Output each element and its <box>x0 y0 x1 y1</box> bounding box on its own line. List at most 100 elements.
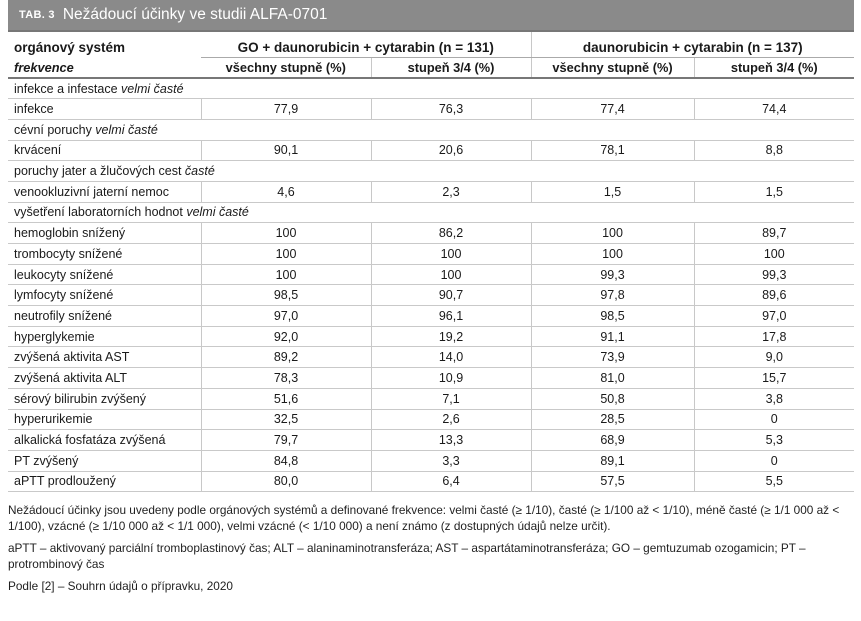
adverse-event-name: krvácení <box>8 140 201 162</box>
adverse-event-name: hyperurikemie <box>8 409 201 431</box>
control-grade34-value: 8,8 <box>693 140 855 162</box>
adverse-event-name: zvýšená aktivita AST <box>8 346 201 369</box>
control-grade34-value: 89,6 <box>693 284 855 307</box>
control-grade34-value: 89,7 <box>693 222 855 244</box>
table-row: lymfocyty snížené 98,5 90,7 97,8 89,6 <box>8 284 855 307</box>
go-grade34-value: 14,0 <box>370 346 532 369</box>
adverse-event-name: PT zvýšený <box>8 450 201 472</box>
go-all-grades-value: 84,8 <box>200 450 371 472</box>
control-all-grades-value: 89,1 <box>530 450 695 472</box>
category-frequency: velmi časté <box>95 122 158 137</box>
go-grade34-value: 76,3 <box>370 98 532 120</box>
adverse-event-name: lymfocyty snížené <box>8 284 201 307</box>
header-group-control: daunorubicin + cytarabin (n = 137) <box>530 30 855 58</box>
control-grade34-value: 1,5 <box>693 181 855 203</box>
category-row: cévní poruchy velmi časté <box>8 119 855 141</box>
go-grade34-value: 3,3 <box>370 450 532 472</box>
go-all-grades-value: 79,7 <box>200 429 371 451</box>
control-grade34-value: 0 <box>693 450 855 472</box>
table-title: Nežádoucí účinky ve studii ALFA-0701 <box>62 6 328 23</box>
category-frequency: velmi časté <box>186 205 249 220</box>
adverse-events-table: orgánový systém GO + daunorubicin + cyta… <box>8 30 855 493</box>
control-grade34-value: 97,0 <box>693 305 855 327</box>
go-all-grades-value: 4,6 <box>200 181 371 203</box>
header-group-go: GO + daunorubicin + cytarabin (n = 131) <box>201 30 532 58</box>
go-all-grades-value: 89,2 <box>200 346 371 369</box>
table-row: trombocyty snížené 100 100 100 100 <box>8 243 855 265</box>
go-grade34-value: 7,1 <box>370 388 532 410</box>
control-grade34-value: 15,7 <box>693 367 855 389</box>
control-all-grades-value: 1,5 <box>530 181 695 203</box>
table-row: PT zvýšený 84,8 3,3 89,1 0 <box>8 450 855 472</box>
category-cell: vyšetření laboratorních hodnot velmi čas… <box>8 202 855 224</box>
adverse-event-name: aPTT prodloužený <box>8 471 201 493</box>
go-grade34-value: 2,6 <box>370 409 532 431</box>
category-cell: poruchy jater a žlučových cest časté <box>8 160 855 182</box>
category-row: infekce a infestace velmi časté <box>8 78 855 100</box>
adverse-event-name: alkalická fosfatáza zvýšená <box>8 429 201 451</box>
go-grade34-value: 86,2 <box>370 222 532 244</box>
adverse-event-name: sérový bilirubin zvýšený <box>8 388 201 410</box>
header-control-grade34: stupeň 3/4 (%) <box>693 57 855 79</box>
category-name: infekce a infestace <box>14 81 122 96</box>
control-all-grades-value: 77,4 <box>530 98 695 120</box>
control-grade34-value: 99,3 <box>693 264 855 286</box>
adverse-event-name: venookluzivní jaterní nemoc <box>8 181 201 203</box>
table-row: hemoglobin snížený 100 86,2 100 89,7 <box>8 222 855 244</box>
header-organ-system: orgánový systém <box>8 30 201 57</box>
go-grade34-value: 6,4 <box>370 471 532 493</box>
table-row: hyperglykemie 92,0 19,2 91,1 17,8 <box>8 326 855 348</box>
control-all-grades-value: 73,9 <box>530 346 695 369</box>
control-grade34-value: 3,8 <box>693 388 855 410</box>
table-row: hyperurikemie 32,5 2,6 28,5 0 <box>8 409 855 431</box>
category-row: poruchy jater a žlučových cest časté <box>8 160 855 182</box>
go-all-grades-value: 90,1 <box>200 140 371 162</box>
table-title-bar: TAB. 3 Nežádoucí účinky ve studii ALFA-0… <box>8 0 854 30</box>
adverse-event-name: hyperglykemie <box>8 326 201 348</box>
control-all-grades-value: 97,8 <box>530 284 695 307</box>
control-grade34-value: 5,3 <box>693 429 855 451</box>
control-all-grades-value: 98,5 <box>530 305 695 327</box>
table-row: neutrofily snížené 97,0 96,1 98,5 97,0 <box>8 305 855 327</box>
table-row: leukocyty snížené 100 100 99,3 99,3 <box>8 264 855 286</box>
category-cell: cévní poruchy velmi časté <box>8 119 855 141</box>
category-frequency: časté <box>184 164 215 179</box>
control-all-grades-value: 100 <box>530 243 695 265</box>
control-grade34-value: 74,4 <box>693 98 855 120</box>
header-go-grade34: stupeň 3/4 (%) <box>370 57 532 79</box>
go-all-grades-value: 78,3 <box>200 367 371 389</box>
control-all-grades-value: 57,5 <box>530 471 695 493</box>
table-body: infekce a infestace velmi časté infekce 77… <box>8 78 855 493</box>
source-note: Podle [2] – Souhrn údajů o přípravku, 20… <box>8 579 233 594</box>
table-row: zvýšená aktivita AST 89,2 14,0 73,9 9,0 <box>8 346 855 369</box>
go-all-grades-value: 100 <box>200 264 371 286</box>
table-row: krvácení 90,1 20,6 78,1 8,8 <box>8 140 855 162</box>
go-grade34-value: 100 <box>370 264 532 286</box>
adverse-event-name: leukocyty snížené <box>8 264 201 286</box>
control-all-grades-value: 50,8 <box>530 388 695 410</box>
go-grade34-value: 10,9 <box>370 367 532 389</box>
adverse-event-name: neutrofily snížené <box>8 305 201 327</box>
control-all-grades-value: 99,3 <box>530 264 695 286</box>
frequency-definition-note: Nežádoucí účinky jsou uvedeny podle orgá… <box>8 503 840 534</box>
go-grade34-value: 20,6 <box>370 140 532 162</box>
table-row: sérový bilirubin zvýšený 51,6 7,1 50,8 3,8 <box>8 388 855 410</box>
control-grade34-value: 5,5 <box>693 471 855 493</box>
go-all-grades-value: 77,9 <box>200 98 371 120</box>
control-grade34-value: 9,0 <box>693 346 855 369</box>
go-grade34-value: 19,2 <box>370 326 532 348</box>
table-row: zvýšená aktivita ALT 78,3 10,9 81,0 15,7 <box>8 367 855 389</box>
table-figure: TAB. 3 Nežádoucí účinky ve studii ALFA-0… <box>8 0 855 594</box>
go-all-grades-value: 98,5 <box>200 284 371 307</box>
go-grade34-value: 2,3 <box>370 181 532 203</box>
go-all-grades-value: 32,5 <box>200 409 371 431</box>
adverse-event-name: infekce <box>8 98 201 120</box>
category-name: vyšetření laboratorních hodnot <box>14 205 187 220</box>
go-grade34-value: 100 <box>370 243 532 265</box>
category-frequency: velmi časté <box>121 81 184 96</box>
control-all-grades-value: 78,1 <box>530 140 695 162</box>
category-cell: infekce a infestace velmi časté <box>8 78 855 100</box>
go-all-grades-value: 100 <box>200 243 371 265</box>
abbreviations-note: aPTT – aktivovaný parciální tromboplasti… <box>8 541 806 572</box>
header-frequency: frekvence <box>8 57 201 79</box>
